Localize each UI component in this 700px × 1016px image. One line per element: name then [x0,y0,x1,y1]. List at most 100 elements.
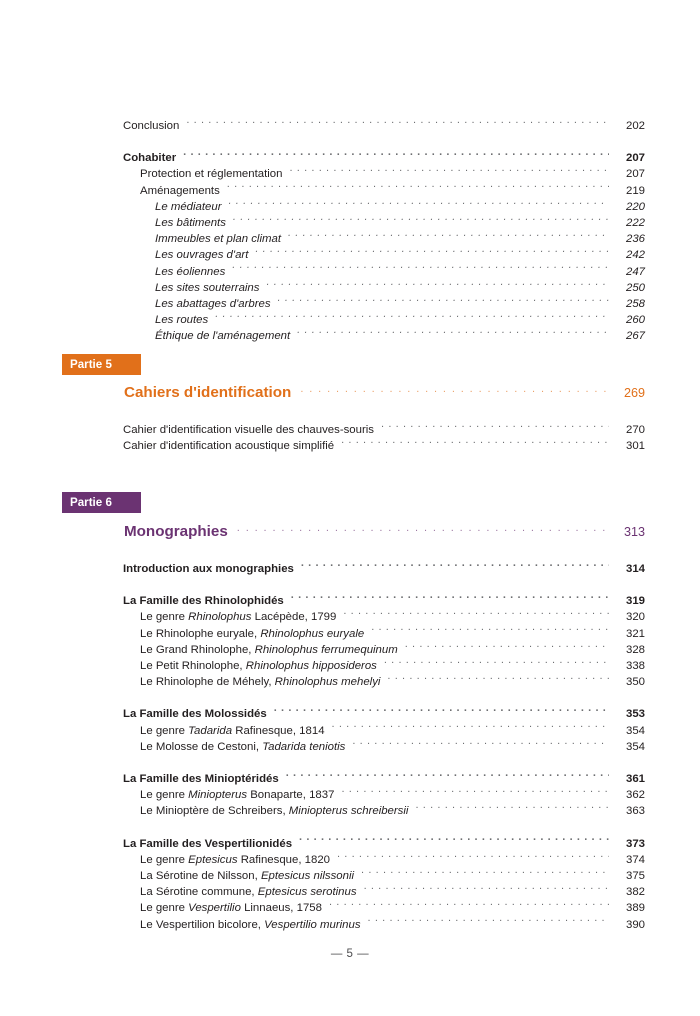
toc-entry-les-routes[interactable]: Les routes 260 [62,312,645,328]
entry-text: Le Grand Rhinolophe, [140,644,255,656]
toc-entry-label: Les routes [155,312,213,328]
toc-entry-conclusion[interactable]: Conclusion 202 [62,118,645,134]
toc-species-entry[interactable]: Le Grand Rhinolophe, Rhinolophus ferrume… [62,642,645,658]
partie-6-page: 313 [611,525,645,539]
partie-6-title-row[interactable]: Monographies 313 [124,522,645,540]
toc-entry-cahier[interactable]: Cahier d'identification acoustique simpl… [62,438,645,454]
toc-entry-page: 373 [611,836,645,852]
toc-species-entry[interactable]: Le genre Rhinolophus Lacépède, 1799320 [62,609,645,625]
toc-entry-page: 375 [611,868,645,884]
toc-species-entry[interactable]: La Sérotine de Nilsson, Eptesicus nilsso… [62,868,645,884]
toc-entry-page: 363 [611,803,645,819]
scientific-name: Eptesicus nilssonii [261,870,354,882]
toc-entry-protection-et-r-glementation[interactable]: Protection et réglementation207 [62,166,645,182]
dot-leader [384,658,609,669]
toc-entry-thique-de-l-am-nagement[interactable]: Éthique de l'aménagement267 [62,328,645,344]
toc-entry-page: 202 [611,118,645,134]
toc-entry-immeubles-et-plan-climat[interactable]: Immeubles et plan climat236 [62,231,645,247]
dot-leader [361,868,609,879]
toc-entry-page: 242 [611,247,645,263]
toc-entry-introduction[interactable]: Introduction aux monographies314 [62,561,645,577]
toc-entry-label: Immeubles et plan climat [155,231,286,247]
partie-5-page: 269 [611,386,645,400]
entry-text: Le Molosse de Cestoni, [140,741,262,753]
toc-entry-label: Conclusion [123,118,184,134]
entry-text: Le Petit Rhinolophe, [140,660,246,672]
toc-species-entry[interactable]: Le genre Tadarida Rafinesque, 1814354 [62,723,645,739]
toc-entry-les-oliennes[interactable]: Les éoliennes247 [62,264,645,280]
scientific-name: Miniopterus [188,789,247,801]
scientific-name: Rhinolophus euryale [260,628,364,640]
toc-entry-les-b-timents[interactable]: Les bâtiments222 [62,215,645,231]
dot-leader [237,522,608,536]
toc-entry-page: 328 [611,642,645,658]
dot-leader [371,626,609,637]
toc-entry-les-ouvrages-d-art[interactable]: Les ouvrages d'art242 [62,247,645,263]
toc-entry-label: Le genre Tadarida Rafinesque, 1814 [140,723,330,739]
toc-entry-page: 390 [611,917,645,933]
toc-entry-label: Le Rhinolophe euryale, Rhinolophus eurya… [140,626,369,642]
toc-entry-page: 260 [611,312,645,328]
toc-species-entry[interactable]: Le Vespertilion bicolore, Vespertilio mu… [62,917,645,933]
toc-entry-am-nagements[interactable]: Aménagements219 [62,183,645,199]
partie-5-title-row[interactable]: Cahiers d'identification 269 [124,383,645,401]
toc-entry-label: Le médiateur [155,199,227,215]
toc-family-heading[interactable]: La Famille des Molossidés353 [62,706,645,722]
dot-leader [186,118,609,129]
toc-entry-cohabiter[interactable]: Cohabiter207 [62,150,645,166]
toc-entry-label: Cahier d'identification visuelle des cha… [123,422,379,438]
toc-species-entry[interactable]: Le genre Vespertilio Linnaeus, 1758389 [62,900,645,916]
toc-entry-label: Le genre Miniopterus Bonaparte, 1837 [140,787,339,803]
entry-text: La Sérotine commune, [140,886,258,898]
toc-species-entry[interactable]: Le genre Miniopterus Bonaparte, 1837362 [62,787,645,803]
toc-entry-label: La Famille des Vespertilionidés [123,836,297,852]
dot-leader [255,247,609,258]
dot-leader [289,166,609,177]
dot-leader [337,852,609,863]
toc-species-entry[interactable]: Le Rhinolophe de Méhely, Rhinolophus meh… [62,674,645,690]
toc-entry-les-abattages-d-arbres[interactable]: Les abattages d'arbres258 [62,296,645,312]
scientific-name: Tadarida teniotis [262,741,345,753]
toc-entry-page: 220 [611,199,645,215]
dot-leader [381,422,609,433]
toc-species-entry[interactable]: Le Molosse de Cestoni, Tadarida teniotis… [62,739,645,755]
dot-leader [183,150,609,161]
toc-species-entry[interactable]: Le genre Eptesicus Rafinesque, 1820374 [62,852,645,868]
toc-species-entry[interactable]: Le Minioptère de Schreibers, Miniopterus… [62,803,645,819]
dot-leader [278,296,609,307]
toc-entry-label: Les sites souterrains [155,280,264,296]
toc-species-entry[interactable]: La Sérotine commune, Eptesicus serotinus… [62,884,645,900]
toc-entry-le-m-diateur[interactable]: Le médiateur 220 [62,199,645,215]
partie-5-entries: Cahier d'identification visuelle des cha… [62,422,645,454]
toc-species-entry[interactable]: Le Rhinolophe euryale, Rhinolophus eurya… [62,626,645,642]
toc-entry-les-sites-souterrains[interactable]: Les sites souterrains250 [62,280,645,296]
scientific-name: Rhinolophus hipposideros [246,660,377,672]
toc-entry-label: Protection et réglementation [140,166,287,182]
scientific-name: Tadarida [188,725,232,737]
toc-entry-page: 270 [611,422,645,438]
entry-text: Bonaparte, 1837 [247,789,334,801]
toc-section-cohabiter: Conclusion 202 Cohabiter207Protection et r… [62,118,645,345]
dot-leader [286,771,609,782]
spacer [62,820,645,836]
toc-entry-page: 247 [611,264,645,280]
entry-text: Le genre [140,789,188,801]
scientific-name: Vespertilio [188,902,241,914]
toc-entry-cahier[interactable]: Cahier d'identification visuelle des cha… [62,422,645,438]
entry-text: Le genre [140,725,188,737]
toc-entry-label: Éthique de l'aménagement [155,328,295,344]
toc-entry-page: 258 [611,296,645,312]
toc-family-heading[interactable]: La Famille des Vespertilionidés 373 [62,836,645,852]
toc-entry-page: 320 [611,609,645,625]
dot-leader [343,609,609,620]
scientific-name: Rhinolophus mehelyi [275,676,381,688]
scientific-name: Rhinolophus ferrumequinum [255,644,398,656]
toc-entry-page: 338 [611,658,645,674]
entry-text: Le Minioptère de Schreibers, [140,805,289,817]
toc-family-heading[interactable]: La Famille des Minioptéridés361 [62,771,645,787]
toc-species-entry[interactable]: Le Petit Rhinolophe, Rhinolophus hipposi… [62,658,645,674]
dot-leader [332,723,609,734]
toc-family-heading[interactable]: La Famille des Rhinolophidés319 [62,593,645,609]
scientific-name: Vespertilio murinus [264,919,360,931]
dot-leader [300,383,608,397]
